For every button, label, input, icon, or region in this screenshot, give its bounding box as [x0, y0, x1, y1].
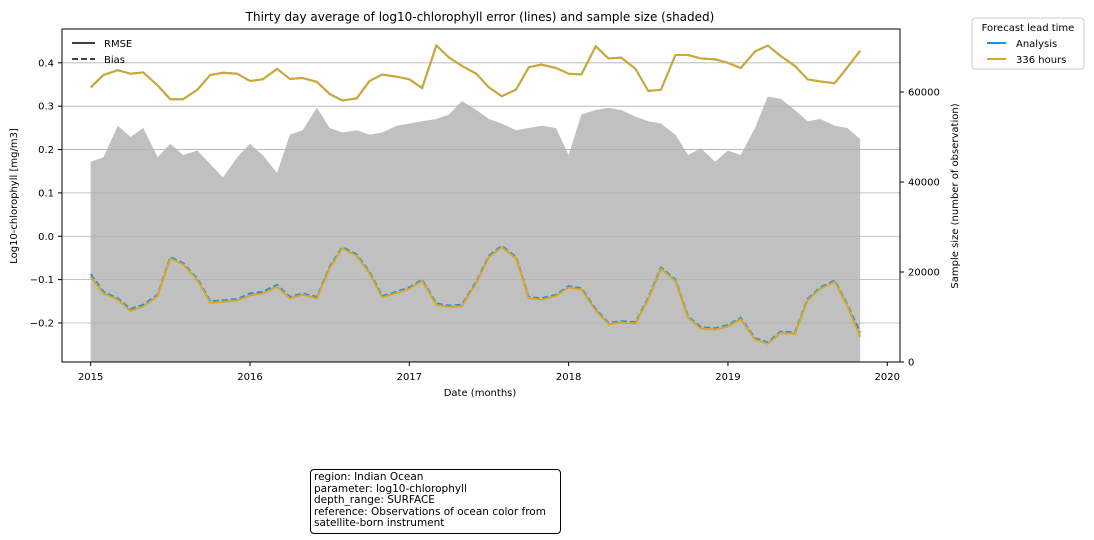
- info-parameter: parameter: log10-chlorophyll: [314, 482, 467, 495]
- x-tick-label: 2020: [875, 372, 900, 383]
- y2-tick-label: 60000: [908, 88, 940, 99]
- x-tick-label: 2019: [715, 372, 740, 383]
- y-tick-label: −0.2: [30, 318, 54, 329]
- y-axis-label: Log10-chlorophyll [mg/m3]: [9, 128, 20, 264]
- y2-tick-label: 0: [908, 358, 914, 369]
- series-legend-label: 336 hours: [1016, 55, 1066, 66]
- y2-tick-label: 20000: [908, 268, 940, 279]
- series-legend-frame: [971, 17, 1085, 70]
- series-legend-title: Forecast lead time: [982, 23, 1075, 34]
- x-tick-label: 2018: [556, 372, 581, 383]
- y-tick-label: 0.3: [38, 102, 54, 113]
- x-axis-label: Date (months): [444, 388, 517, 399]
- sample-size-area: [90, 96, 861, 362]
- style-legend-label: Bias: [104, 55, 125, 66]
- plot-frame: [61, 28, 901, 363]
- style-legend-label: RMSE: [104, 39, 132, 50]
- bias-line-analysis: [89, 244, 862, 344]
- x-tick-label: 2015: [78, 372, 103, 383]
- y-tick-label: 0.1: [38, 188, 54, 199]
- x-tick-label: 2017: [397, 372, 422, 383]
- y2-axis-label: Sample size (number of observation): [950, 103, 961, 288]
- plot-area: 2015 2016 2017 2018 2019 2020 −0.2 −0.1 0.0 0.1 0.…: [30, 28, 940, 383]
- metadata-box: region: Indian Ocean parameter: log10-ch…: [310, 469, 561, 534]
- series-legend-label: Analysis: [1016, 39, 1057, 50]
- y-tick-label: 0.2: [38, 145, 54, 156]
- y-tick-label: 0.4: [38, 58, 54, 69]
- y-tick-label: 0.0: [38, 232, 54, 243]
- y-tick-label: −0.1: [30, 275, 54, 286]
- info-reference: reference: Observations of ocean color f…: [314, 505, 546, 530]
- bias-line-336-hours: [89, 245, 862, 345]
- info-depth-range: depth_range: SURFACE: [314, 494, 435, 507]
- info-region: region: Indian Ocean: [314, 471, 424, 483]
- x-tick-label: 2016: [237, 372, 262, 383]
- rmse-line-336-hours: [89, 43, 861, 102]
- series-legend: Forecast lead time Analysis 336 hours: [971, 17, 1085, 70]
- chart-title: Thirty day average of log10-chlorophyll …: [245, 10, 715, 24]
- y2-tick-label: 40000: [908, 178, 940, 189]
